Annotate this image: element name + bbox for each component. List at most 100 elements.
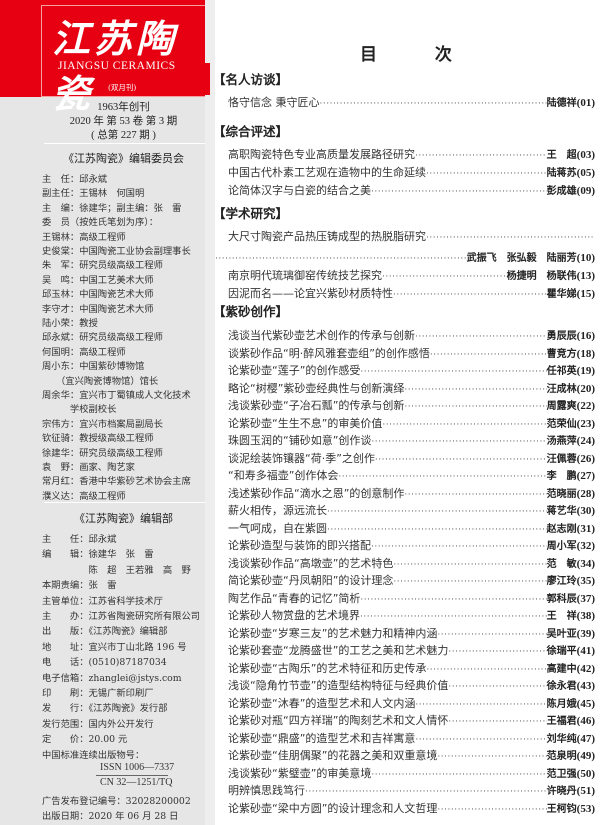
toc-entry[interactable]: 谈紫砂作品“明·醉风雅套壶组”的创作感悟 曹竞方(18) — [228, 345, 595, 361]
toc-entry[interactable]: 论简体汉字与白瓷的结合之美 彭成雄(09) — [228, 182, 595, 198]
committee-member: 李守才：中国陶瓷艺术大师 — [42, 303, 154, 315]
entry-title: 论紫砂套壶“龙腾盛世”的工艺之美和艺术魅力 — [228, 644, 449, 657]
leader-dots — [448, 682, 546, 692]
leader-dots — [426, 233, 595, 243]
entry-page: (35) — [576, 575, 595, 587]
toc-entry[interactable]: 浅谈当代紫砂壶艺术创作的传承与创新 勇辰辰(16) — [228, 327, 595, 343]
divider — [44, 502, 205, 503]
entry-title: 珠圆玉润的“铺砂如意”创作谈 — [228, 434, 372, 447]
total-issue: ( 总第 227 期 ) — [91, 130, 156, 141]
toc-entry[interactable]: 略论“树樱”紫砂壶经典性与创新演绎 汪成林(20) — [228, 380, 595, 396]
committee-member: 主 任：邱永斌 — [42, 174, 108, 185]
toc-entry[interactable]: 论紫砂壶“鼎盛”的造型艺术和吉祥寓意 刘华纯(47) — [228, 730, 595, 746]
toc-entry[interactable]: 浅述紫砂作品“滴水之恩”的创意制作 范晓丽(28) — [228, 485, 595, 501]
toc-entry[interactable]: 高职陶瓷特色专业高质量发展路径研究 王 超(03) — [228, 146, 595, 162]
leader-dots — [426, 665, 546, 675]
toc-entry[interactable]: 论紫砂壶“佳朋偶聚”的花器之美和双重意境 范泉明(49) — [228, 747, 595, 763]
leader-dots — [437, 752, 546, 762]
entry-page: (10) — [576, 252, 595, 264]
entry-title: 大尺寸陶瓷产品热压铸成型的热脱脂研究 — [228, 230, 426, 243]
accent-bar — [205, 63, 210, 95]
toc-entry[interactable]: 大尺寸陶瓷产品热压铸成型的热脱脂研究 — [228, 228, 595, 244]
entry-page: (46) — [576, 715, 595, 727]
leader-dots — [371, 437, 546, 447]
department-info: 电 话：(0510)87187034 — [42, 657, 167, 669]
entry-author: 陈月娥 — [546, 698, 577, 710]
entry-author: 廖江玲 — [546, 576, 577, 587]
entry-author: 汤燕萍 — [546, 436, 577, 447]
toc-entry[interactable]: 因泥而名——论宜兴紫砂材质特性 瞿华娣(15) — [228, 285, 595, 301]
founded-year: 1963年创刊 — [97, 102, 150, 113]
entry-page: (38) — [576, 610, 595, 622]
entry-page: (26) — [576, 452, 595, 465]
committee-member: 袁 野：画家、陶艺家 — [42, 462, 135, 473]
committee-member: 副主任：王锡林 何国明 — [42, 188, 145, 200]
toc-entry[interactable]: 珠圆玉润的“铺砂如意”创作谈 汤燕萍(24) — [228, 432, 595, 448]
leader-dots — [327, 507, 547, 517]
section-header: 【名人访谈】 — [213, 72, 289, 87]
ad-registration: 广告发布登记编号：32028200002 — [42, 795, 191, 807]
toc-entry[interactable]: 浅谈紫砂“紫璧壶”的审美意境 范卫强(50) — [228, 765, 595, 781]
toc-entry[interactable]: 陶艺作品“青春的记忆”简析 郭科辰(37) — [228, 590, 595, 606]
entry-title: 论紫砂壶“古陶乐”的艺术特征和历史传承 — [228, 661, 427, 675]
department-info: 地 址：宜兴市丁山北路 196 号 — [42, 641, 187, 653]
leader-dots — [327, 525, 547, 535]
entry-title: 论紫砂造型与装饰的即兴搭配 — [228, 539, 371, 552]
toc-entry[interactable]: 论紫砂壶“生生不息”的审美价值 范荣仙(23) — [228, 415, 595, 431]
leader-dots — [215, 254, 467, 264]
entry-title: 南京明代琉璃御窑传统技艺探究 — [228, 269, 382, 282]
toc-entry[interactable]: 论紫砂壶“古陶乐”的艺术特征和历史传承 高建中(42) — [228, 660, 595, 676]
leader-dots — [360, 612, 547, 622]
toc-entry[interactable]: 论紫砂壶“梁中方圆”的设计理念和人文哲理 王柯钧(53) — [228, 800, 595, 816]
entry-page: (19) — [576, 365, 595, 377]
entry-page: (03) — [576, 149, 595, 161]
entry-author: 瞿华娣 — [546, 289, 577, 300]
department-info: 主管单位：江苏省科学技术厅 — [42, 595, 163, 607]
entry-title: 论紫砂壶“岁寒三友”的艺术魅力和精神内涵 — [228, 626, 438, 640]
toc-entry[interactable]: “和寿多福壶”创作体会 李 鹏(27) — [228, 467, 595, 483]
toc-entry-continued[interactable]: 武振飞 张弘毅 陆丽芳(10) — [215, 249, 595, 264]
toc-entry[interactable]: 浅谈紫砂作品“高墩壶”的艺术特色 范 敏(34) — [228, 555, 595, 571]
entry-author: 范泉明 — [546, 751, 577, 762]
entry-author: 范 敏 — [546, 558, 577, 570]
entry-page: (16) — [576, 330, 595, 342]
department-info: 本期责编：张 雷 — [42, 580, 117, 592]
committee-heading: 《江苏陶瓷》编辑委员会 — [63, 152, 184, 165]
leader-dots — [375, 455, 547, 465]
toc-entry[interactable]: 论紫砂造型与装饰的即兴搭配 周小军(32) — [228, 537, 595, 553]
toc-entry[interactable]: 恪守信念 秉守匠心 陆德祥(01) — [228, 94, 595, 110]
toc-entry[interactable]: 论紫砂套壶“龙腾盛世”的工艺之美和艺术魅力 徐瑞平(41) — [228, 642, 595, 658]
toc-entry[interactable]: 一气呵成，自在紫圆 赵志刚(31) — [228, 520, 595, 536]
entry-title: 论紫砂壶“佳朋偶聚”的花器之美和双重意境 — [228, 749, 438, 762]
entry-title: 论紫砂壶“梁中方圆”的设计理念和人文哲理 — [228, 801, 438, 815]
entry-author: 勇辰辰 — [546, 331, 577, 342]
entry-author: 杨捷明 杨联伟 — [506, 271, 577, 282]
entry-title: 论简体汉字与白瓷的结合之美 — [228, 184, 371, 197]
toc-entry[interactable]: 薪火相传，源远流长 蒋艺华(30) — [228, 502, 595, 518]
committee-member: 吴 鸣：中国工艺美术大师 — [42, 274, 154, 286]
entry-title: 浅述紫砂作品“滴水之恩”的创意制作 — [228, 486, 405, 500]
toc-entry[interactable]: 简论紫砂壶“丹凤朝阳”的设计理念 廖江玲(35) — [228, 572, 595, 588]
toc-entry[interactable]: 论紫砂人物赏盘的艺术境界 王 祥(38) — [228, 607, 595, 623]
entry-title: 略论“树樱”紫砂壶经典性与创新演绎 — [228, 381, 405, 395]
department-info: 编 辑：徐建华 张 雷 — [42, 549, 154, 561]
entry-author: 徐瑞平 — [546, 646, 577, 657]
toc-entry[interactable]: 论紫砂壶“莲子”的创作感受 任祁英(19) — [228, 362, 595, 378]
entry-author: 周小军 — [546, 541, 577, 552]
toc-entry[interactable]: 浅谈紫砂壶“子冶石瓢”的传承与创新 周露爽(22) — [228, 397, 595, 413]
entry-page: (05) — [576, 167, 595, 179]
leader-dots — [382, 420, 546, 430]
gutter-strip — [205, 0, 215, 825]
toc-entry[interactable]: 论紫砂壶“沐春”的造型艺术和人文内涵 陈月娥(45) — [228, 695, 595, 711]
entry-page: (23) — [576, 417, 595, 430]
toc-entry[interactable]: 中国古代朴素工艺观在造物中的生命延续 陆蒋苏(05) — [228, 164, 595, 180]
department-info: 主 办：江苏省陶瓷研究所有限公司 — [42, 611, 201, 622]
committee-member: 钦征骑：教授级高级工程师 — [42, 433, 154, 445]
toc-entry[interactable]: 论紫砂对瓶“四方祥瑞”的陶刻艺术和文人情怀 王福君(46) — [228, 712, 595, 728]
toc-entry[interactable]: 谈泥绘装饰镶器“荷·季”之创作 汪佩蓉(26) — [228, 450, 595, 466]
toc-entry[interactable]: 明辨慎思践笃行 许晓丹(51) — [228, 782, 595, 798]
toc-entry[interactable]: 浅谈“隐角竹节壶”的造型结构特征与经典价值 徐永君(43) — [228, 677, 595, 693]
leader-dots — [382, 272, 507, 282]
toc-entry[interactable]: 南京明代琉璃御窑传统技艺探究 杨捷明 杨联伟(13) — [228, 267, 595, 283]
toc-entry[interactable]: 论紫砂壶“岁寒三友”的艺术魅力和精神内涵 吴叶亚(39) — [228, 625, 595, 641]
